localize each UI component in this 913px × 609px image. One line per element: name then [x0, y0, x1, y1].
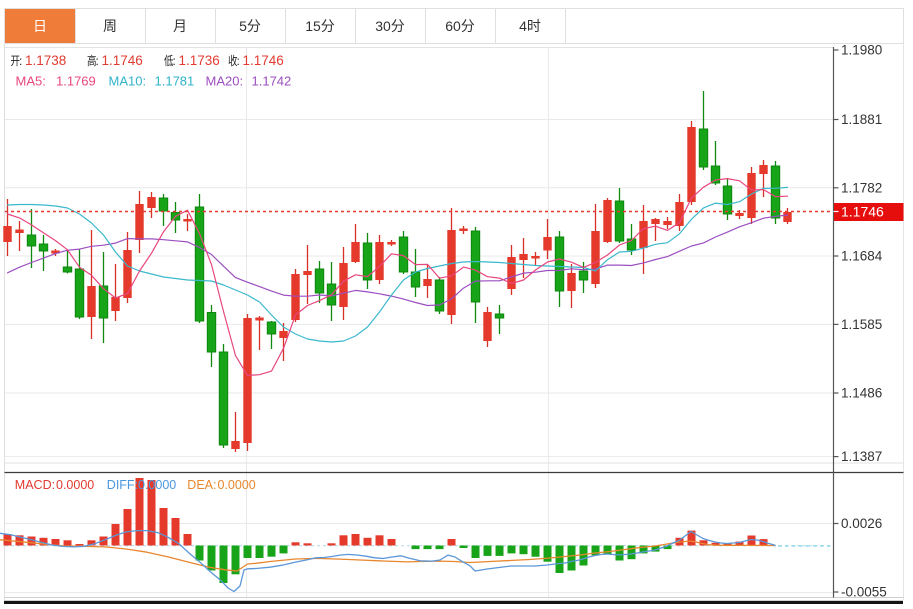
svg-text:1.1881: 1.1881	[841, 112, 882, 127]
svg-text:1.1387: 1.1387	[841, 449, 882, 464]
svg-text:1.1585: 1.1585	[841, 317, 882, 332]
svg-text:周: 周	[103, 18, 117, 34]
svg-text:1.1486: 1.1486	[841, 386, 882, 401]
svg-text:1.1746: 1.1746	[841, 204, 884, 220]
svg-text:30分: 30分	[375, 18, 405, 34]
svg-text:-0.0055: -0.0055	[841, 585, 887, 600]
svg-text:1.1782: 1.1782	[841, 180, 882, 195]
svg-text:0.0026: 0.0026	[841, 516, 882, 531]
svg-text:月: 月	[173, 18, 187, 34]
svg-text:5分: 5分	[239, 18, 261, 34]
svg-text:15分: 15分	[305, 18, 335, 34]
svg-text:日: 日	[33, 18, 47, 34]
svg-text:4时: 4时	[519, 18, 541, 34]
svg-text:1.1684: 1.1684	[841, 249, 883, 264]
svg-text:60分: 60分	[445, 18, 475, 34]
svg-text:1.1980: 1.1980	[841, 43, 882, 58]
